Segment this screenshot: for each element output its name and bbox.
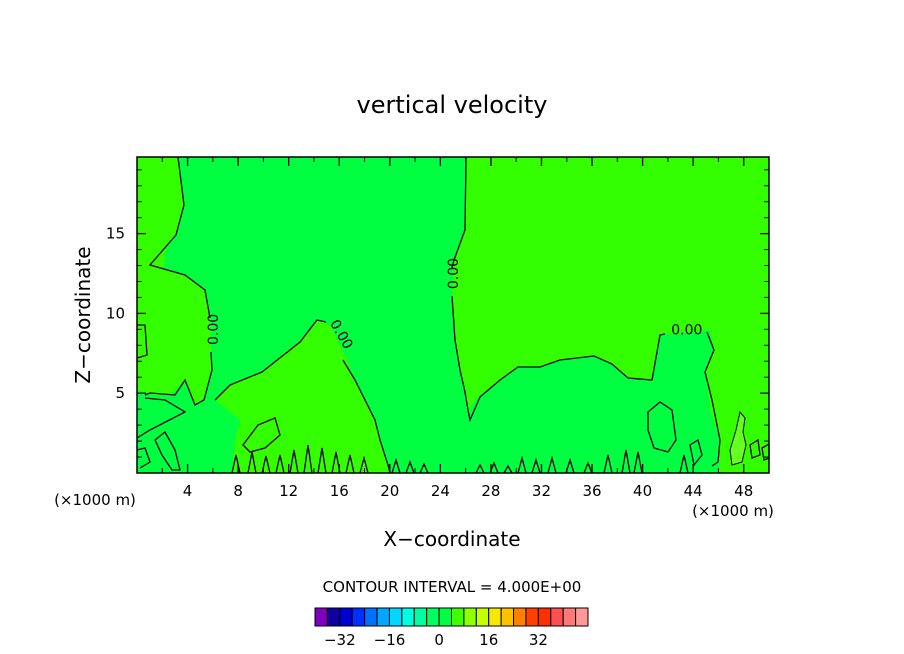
zero-region-fill-lower bbox=[137, 375, 206, 440]
positive-region-left-top bbox=[137, 157, 212, 405]
x-axis-label: X−coordinate bbox=[383, 527, 520, 551]
contour-interval-text: CONTOUR INTERVAL = 4.000E+00 bbox=[323, 578, 582, 596]
chart-title: vertical velocity bbox=[357, 91, 548, 119]
y-tick-label: 15 bbox=[106, 225, 125, 243]
colorbar-swatch bbox=[537, 607, 552, 627]
colorbar-swatch bbox=[488, 607, 502, 627]
zero-contour-lines bbox=[136, 156, 770, 474]
colorbar-swatch bbox=[475, 607, 490, 627]
x-tick-label: 8 bbox=[233, 482, 243, 500]
colorbar-swatch bbox=[438, 607, 453, 627]
y-tick-label: 10 bbox=[106, 304, 125, 322]
y-tick-label: 5 bbox=[115, 384, 125, 402]
colorbar-swatch bbox=[500, 607, 515, 627]
colorbar-swatch bbox=[351, 607, 366, 627]
colorbar-tick-label: 0 bbox=[434, 631, 444, 649]
plot-area: 0.00 0.000.000.00 bbox=[136, 156, 770, 474]
x-tick-label: 4 bbox=[183, 482, 193, 500]
x-axis: 4 8 12 16 20 24 28 32 36 40 44 48 bbox=[161, 157, 753, 500]
y-axis-label: Z−coordinate bbox=[71, 246, 95, 383]
y-axis: 5 10 15 bbox=[106, 169, 769, 458]
colorbar-swatch bbox=[401, 607, 415, 627]
colorbar-tick-label: −16 bbox=[374, 631, 406, 649]
colorbar-swatch bbox=[575, 607, 589, 627]
plot-frame bbox=[136, 156, 770, 474]
colorbar-swatch bbox=[426, 607, 440, 627]
colorbar-tick-label: 32 bbox=[529, 631, 548, 649]
colorbar-swatch bbox=[326, 607, 341, 627]
colorbar-swatch bbox=[513, 607, 527, 627]
colorbar-swatch bbox=[388, 607, 403, 627]
contour-label: 0.00 bbox=[671, 322, 702, 338]
colorbar-swatch bbox=[525, 607, 539, 627]
strong-positive-patch bbox=[729, 410, 747, 466]
colorbar-swatch bbox=[364, 607, 378, 627]
x-tick-label: 36 bbox=[582, 482, 601, 500]
colorbar-tick-label: 16 bbox=[479, 631, 498, 649]
colorbar: −32 −16 0 16 32 bbox=[314, 607, 589, 649]
x-tick-label: 40 bbox=[633, 482, 652, 500]
colorbar-swatch bbox=[562, 607, 577, 627]
positive-region-right bbox=[452, 157, 769, 445]
positive-region-center bbox=[215, 320, 388, 473]
colorbar-swatch bbox=[463, 607, 477, 627]
x-tick-label: 28 bbox=[481, 482, 500, 500]
x-unit-label: (×1000 m) bbox=[692, 502, 774, 520]
x-tick-label: 12 bbox=[279, 482, 298, 500]
colorbar-swatch bbox=[413, 607, 428, 627]
colorbar-tick-label: −32 bbox=[324, 631, 356, 649]
x-tick-label: 48 bbox=[734, 482, 753, 500]
colorbar-swatch bbox=[339, 607, 353, 627]
contour-label: 0.00 bbox=[446, 258, 462, 289]
x-tick-label: 24 bbox=[431, 482, 450, 500]
x-tick-label: 16 bbox=[330, 482, 349, 500]
colorbar-swatch bbox=[451, 607, 465, 627]
x-tick-label: 20 bbox=[380, 482, 399, 500]
colorbar-swatch bbox=[376, 607, 390, 627]
x-tick-label: 44 bbox=[684, 482, 703, 500]
colorbar-swatch bbox=[550, 607, 564, 627]
colorbar-swatch bbox=[314, 607, 328, 627]
contour-label: 0.00 bbox=[206, 314, 222, 345]
x-tick-label: 32 bbox=[532, 482, 551, 500]
y-unit-label: (×1000 m) bbox=[54, 491, 136, 509]
